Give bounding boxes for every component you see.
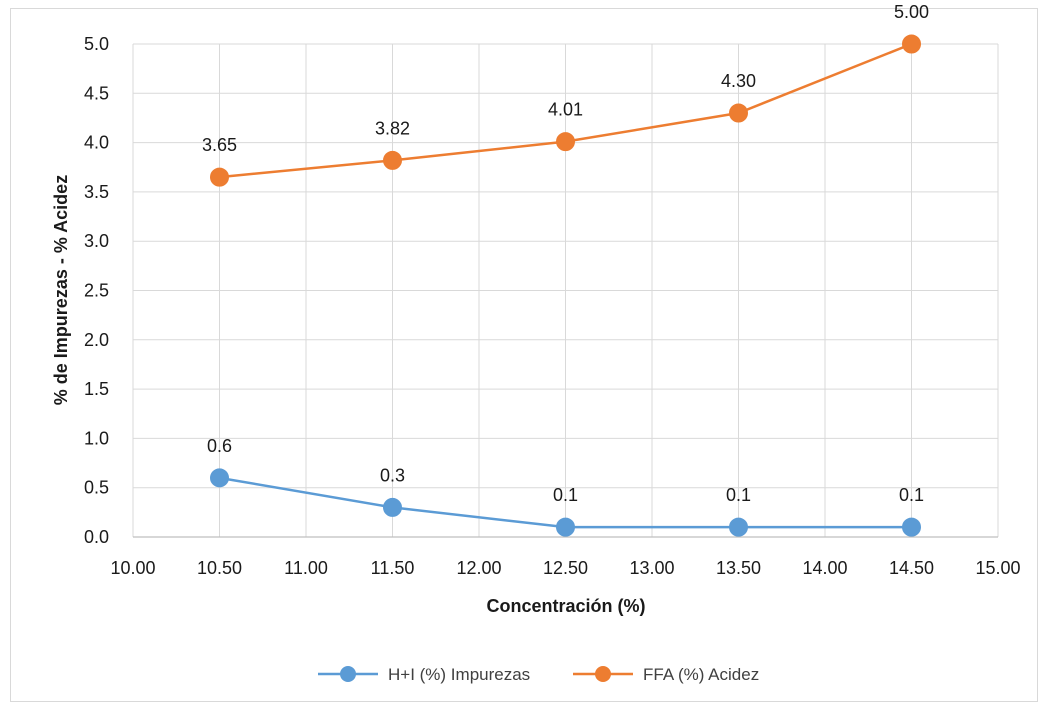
data-label: 5.00 xyxy=(894,2,929,22)
y-tick-label: 2.0 xyxy=(84,330,109,350)
data-point[interactable] xyxy=(729,517,748,537)
x-tick-label: 13.00 xyxy=(629,558,674,578)
x-tick-label: 12.00 xyxy=(456,558,501,578)
chart-frame xyxy=(10,8,1038,702)
y-tick-label: 2.5 xyxy=(84,281,109,301)
x-tick-label: 12.50 xyxy=(543,558,588,578)
legend-item-acidez[interactable]: FFA (%) Acidez xyxy=(573,665,759,684)
data-point[interactable] xyxy=(902,517,921,537)
y-tick-label: 3.0 xyxy=(84,231,109,251)
legend-marker-impurezas xyxy=(340,666,356,682)
legend-item-impurezas[interactable]: H+I (%) Impurezas xyxy=(318,665,530,684)
y-tick-label: 0.5 xyxy=(84,478,109,498)
legend: H+I (%) Impurezas FFA (%) Acidez xyxy=(318,665,759,684)
y-tick-label: 3.5 xyxy=(84,182,109,202)
data-label: 3.82 xyxy=(375,118,410,138)
y-tick-label: 4.5 xyxy=(84,83,109,103)
data-point[interactable] xyxy=(556,132,575,152)
data-point[interactable] xyxy=(210,468,229,488)
data-label: 0.6 xyxy=(207,436,232,456)
y-axis-title: % de Impurezas - % Acidez xyxy=(51,175,71,405)
x-tick-label: 14.00 xyxy=(802,558,847,578)
legend-marker-acidez xyxy=(595,666,611,682)
x-tick-labels: 10.00 10.50 11.00 11.50 12.00 12.50 13.00 13.50… xyxy=(110,558,1020,578)
data-label: 4.01 xyxy=(548,100,583,120)
series-points xyxy=(210,34,921,537)
data-label: 3.65 xyxy=(202,135,237,155)
data-labels: 0.6 0.3 0.1 0.1 0.1 3.65 3.82 4.01 4.30 5.00 xyxy=(202,2,929,505)
x-tick-label: 11.00 xyxy=(284,558,328,578)
y-tick-labels: 0.0 0.5 1.0 1.5 2.0 2.5 3.0 3.5 4.0 4.5 5.0 xyxy=(84,34,109,547)
x-tick-label: 13.50 xyxy=(716,558,761,578)
gridlines xyxy=(132,43,999,538)
x-tick-label: 15.00 xyxy=(975,558,1020,578)
y-tick-label: 0.0 xyxy=(84,527,109,547)
x-tick-label: 14.50 xyxy=(889,558,934,578)
data-point[interactable] xyxy=(383,150,402,170)
data-label: 0.3 xyxy=(380,465,405,485)
y-tick-label: 1.5 xyxy=(84,379,109,399)
y-tick-label: 1.0 xyxy=(84,428,109,448)
data-label: 0.1 xyxy=(726,485,751,505)
data-point[interactable] xyxy=(729,103,748,123)
legend-label-acidez: FFA (%) Acidez xyxy=(643,665,759,684)
y-tick-label: 4.0 xyxy=(84,133,109,153)
data-label: 0.1 xyxy=(899,485,924,505)
data-label: 4.30 xyxy=(721,71,756,91)
x-tick-label: 11.50 xyxy=(371,558,415,578)
data-point[interactable] xyxy=(902,34,921,54)
data-label: 0.1 xyxy=(553,485,578,505)
x-tick-label: 10.50 xyxy=(197,558,242,578)
legend-label-impurezas: H+I (%) Impurezas xyxy=(388,665,530,684)
data-point[interactable] xyxy=(383,497,402,517)
x-tick-label: 10.00 xyxy=(110,558,155,578)
y-tick-label: 5.0 xyxy=(84,34,109,54)
x-axis-title: Concentración (%) xyxy=(486,596,645,616)
data-point[interactable] xyxy=(556,517,575,537)
data-point[interactable] xyxy=(210,167,229,187)
